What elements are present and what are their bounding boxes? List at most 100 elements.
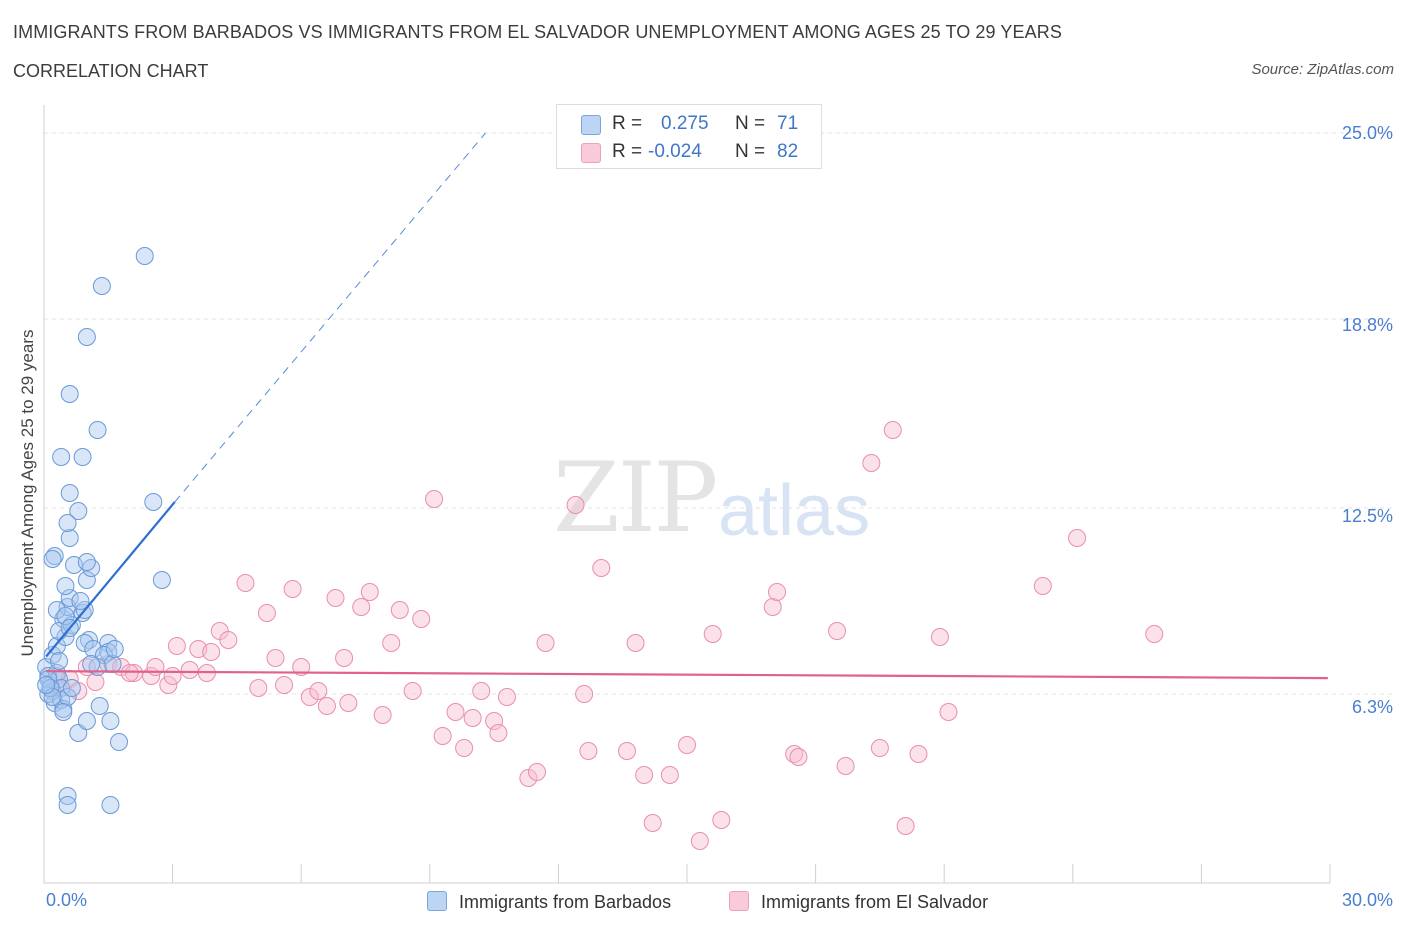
point-elsalvador — [896, 817, 915, 835]
point-elsalvador — [167, 637, 186, 655]
legend-n-value: 82 — [777, 141, 799, 162]
point-elsalvador — [536, 634, 555, 652]
point-elsalvador — [870, 739, 889, 757]
point-barbados — [45, 547, 64, 565]
point-elsalvador — [768, 583, 787, 601]
point-elsalvador — [425, 490, 444, 508]
point-barbados — [103, 655, 122, 673]
point-elsalvador — [497, 688, 516, 706]
point-elsalvador — [120, 664, 139, 682]
point-barbados — [71, 592, 90, 610]
point-elsalvador — [712, 811, 731, 829]
point-barbados — [60, 385, 79, 403]
point-barbados — [58, 688, 77, 706]
point-elsalvador — [836, 757, 855, 775]
trendline-barbados — [45, 501, 176, 658]
point-barbados — [52, 448, 71, 466]
point-elsalvador — [403, 682, 422, 700]
point-barbados — [77, 553, 96, 571]
point-barbados — [69, 502, 88, 520]
point-elsalvador — [909, 745, 928, 763]
trendline-barbados-extension — [174, 132, 486, 503]
legend-n-label: N = — [735, 141, 766, 162]
point-elsalvador — [317, 697, 336, 715]
legend-r-value: 0.275 — [661, 113, 709, 134]
point-barbados — [77, 712, 96, 730]
point-elsalvador — [275, 676, 294, 694]
legend-swatch-elsalvador — [581, 143, 601, 163]
point-barbados — [77, 571, 96, 589]
point-barbados — [135, 247, 154, 265]
point-elsalvador — [1145, 625, 1164, 643]
bottom-legend-elsalvador: Immigrants from El Salvador — [729, 891, 988, 913]
legend-swatch-barbados — [581, 115, 601, 135]
point-barbados — [58, 796, 77, 814]
point-elsalvador — [283, 580, 302, 598]
point-elsalvador — [566, 496, 585, 514]
point-elsalvador — [617, 742, 636, 760]
point-elsalvador — [592, 559, 611, 577]
y-tick-label-12-5: 12.5% — [1341, 506, 1393, 526]
point-elsalvador — [159, 676, 178, 694]
point-barbados — [37, 676, 56, 694]
point-elsalvador — [789, 748, 808, 766]
point-elsalvador — [249, 679, 268, 697]
point-barbados — [56, 607, 75, 625]
point-elsalvador — [472, 682, 491, 700]
bottom-legend-label-elsalvador: Immigrants from El Salvador — [761, 892, 989, 912]
point-elsalvador — [828, 622, 847, 640]
point-elsalvador — [202, 643, 221, 661]
point-barbados — [50, 652, 69, 670]
point-barbados — [60, 529, 79, 547]
point-elsalvador — [678, 736, 696, 754]
point-elsalvador — [862, 454, 881, 472]
point-elsalvador — [257, 604, 276, 622]
point-elsalvador — [382, 634, 401, 652]
bottom-legend-barbados: Immigrants from Barbados — [427, 891, 671, 913]
point-elsalvador — [626, 634, 645, 652]
point-elsalvador — [339, 694, 358, 712]
point-elsalvador — [463, 709, 482, 727]
point-elsalvador — [146, 658, 165, 676]
point-elsalvador — [412, 610, 431, 628]
trendline-elsalvador — [46, 670, 1328, 680]
point-elsalvador — [326, 589, 345, 607]
point-elsalvador — [266, 649, 285, 667]
point-elsalvador — [485, 712, 504, 730]
point-elsalvador — [446, 703, 465, 721]
point-barbados — [60, 589, 79, 607]
point-barbados — [73, 448, 92, 466]
y-tick-label-18-8: 18.8% — [1341, 315, 1393, 335]
legend-n-label: N = — [735, 113, 766, 134]
correlation-legend: R = 0.275 N = 71 R = -0.024 N = 82 — [556, 104, 822, 169]
point-elsalvador — [163, 667, 182, 685]
y-tick-label-6-3: 6.3% — [1351, 697, 1393, 717]
point-elsalvador — [575, 685, 594, 703]
legend-r-label: R = — [612, 141, 643, 162]
point-elsalvador — [352, 598, 371, 616]
point-elsalvador — [930, 628, 949, 646]
point-barbados — [54, 703, 73, 721]
point-elsalvador — [579, 742, 598, 760]
point-elsalvador — [939, 703, 958, 721]
point-elsalvador — [643, 814, 662, 832]
bottom-legend-swatch-barbados — [427, 891, 447, 911]
point-barbados — [43, 550, 62, 568]
watermark-atlas: atlas — [718, 471, 871, 551]
x-tick-label-30: 30.0% — [1341, 890, 1393, 910]
point-elsalvador — [455, 739, 474, 757]
point-elsalvador — [360, 583, 379, 601]
bottom-legend-label-barbados: Immigrants from Barbados — [459, 892, 672, 912]
point-barbados — [110, 733, 129, 751]
point-elsalvador — [489, 724, 508, 742]
point-elsalvador — [86, 673, 105, 691]
point-barbados — [88, 421, 107, 439]
point-elsalvador — [883, 421, 902, 439]
point-barbados — [101, 796, 120, 814]
point-barbados — [90, 697, 109, 715]
point-elsalvador — [180, 661, 199, 679]
point-barbados — [101, 712, 120, 730]
chart-subtitle: CORRELATION CHART — [13, 61, 209, 81]
legend-r-label: R = — [612, 113, 643, 134]
legend-n-value: 71 — [777, 113, 799, 134]
